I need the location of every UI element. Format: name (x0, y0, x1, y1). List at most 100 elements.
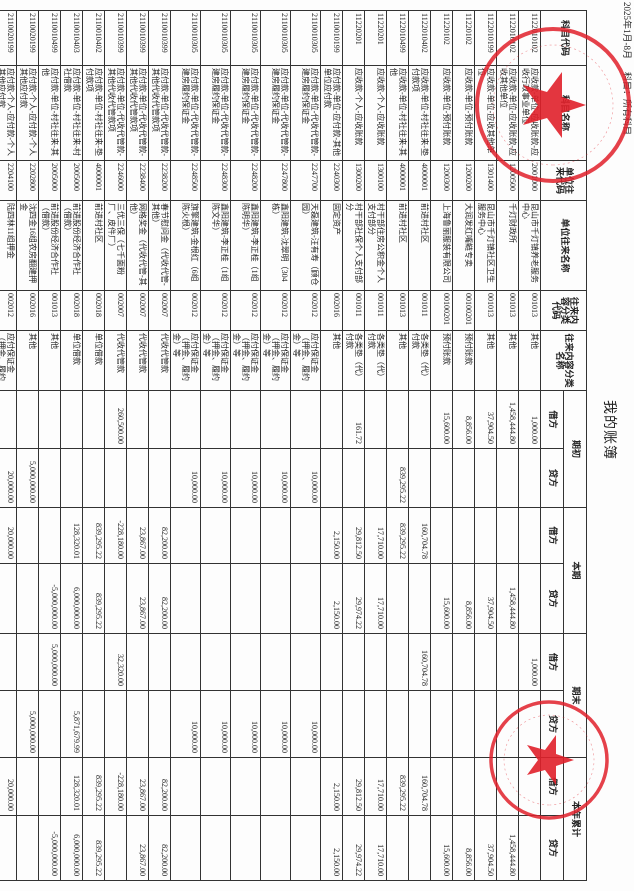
header-current-credit: 贷方 (540, 563, 564, 634)
cell-current-debit (474, 507, 497, 564)
cell-current-credit (170, 563, 201, 634)
cell-current-debit: 839,295.22 (386, 507, 409, 564)
cell-category-code: 001011 (408, 290, 431, 331)
cell-current-credit (260, 563, 291, 634)
cell-opening-debit: 161.72 (342, 390, 365, 449)
cell-closing-credit (342, 690, 365, 758)
cell-closing-debit (260, 633, 291, 691)
cell-category-code: 001013 (386, 290, 409, 331)
cell-category-name: 其他 (518, 330, 541, 391)
cell-category-name: 应付保证金（押金、履约金）等 (290, 330, 321, 391)
cell-ytd-credit (290, 815, 321, 881)
cell-current-credit (16, 563, 39, 634)
cell-current-credit: 23,867.00 (126, 563, 149, 634)
cell-opening-credit (430, 448, 453, 508)
cell-subject-name: 应付款-单位-代收代管款-建房履约保证金 (230, 65, 261, 161)
cell-subject-code: 2110010305 (230, 10, 261, 66)
cell-closing-credit (452, 690, 475, 758)
cell-category-name: 其他 (386, 330, 409, 391)
table-row: 2110010399 应付款-单位-代收代管款-其他代收代管款项 2238400 网格… (126, 10, 149, 881)
cell-subject-name: 应收款-个人-应收账款 (342, 65, 365, 161)
cell-ytd-credit (260, 815, 291, 881)
cell-subject-name: 应收款-单位-预付账款 (430, 65, 453, 161)
cell-category-code: 001013 (38, 290, 61, 331)
cell-current-debit: 17,710.00 (364, 507, 387, 564)
cell-ytd-credit (518, 815, 541, 881)
cell-unit-name: 千灯财政所 (496, 200, 519, 291)
cell-opening-credit (320, 448, 343, 508)
cell-current-debit (430, 507, 453, 564)
cell-unit-code: 1300100 (364, 160, 387, 201)
subject-filter-label: 科目：所有科目 (622, 72, 632, 136)
cell-current-debit (518, 507, 541, 564)
cell-unit-name: 天磊建筑-汪有寿（顾仓园） (290, 200, 321, 291)
cell-closing-debit: 160,704.78 (408, 633, 431, 691)
cell-category-name: 代收代管款 (126, 330, 149, 391)
cell-current-debit: 160,704.78 (408, 507, 431, 564)
cell-current-debit: -228,180.00 (104, 507, 127, 564)
cell-closing-debit (82, 633, 105, 691)
cell-subject-name: 应付款-单位-代收代管款-建房履约保证金 (290, 65, 321, 161)
cell-closing-credit: 10,000.00 (290, 690, 321, 758)
cell-unit-code: 2247800 (260, 160, 291, 201)
cell-ytd-debit: 2,150.00 (320, 757, 343, 816)
cell-subject-code: 2110010403 (60, 10, 83, 66)
cell-current-debit (496, 507, 519, 564)
cell-current-credit (104, 563, 127, 634)
cell-current-credit (230, 563, 261, 634)
cell-closing-credit: 10,000.00 (170, 690, 201, 758)
cell-category-code: 002012 (230, 290, 261, 331)
cell-unit-code: 1301400 (474, 160, 497, 201)
cell-unit-code: 4000001 (408, 160, 431, 201)
table-row: 2110020199 应付款-个人-应付款-个人其他应付款 2202800 沈四金16… (16, 10, 39, 881)
cell-unit-name: 鑫阳建筑-沈翠明（304栋） (260, 200, 291, 291)
cell-opening-debit (148, 390, 171, 449)
cell-current-debit (260, 507, 291, 564)
cell-ytd-credit (386, 815, 409, 881)
cell-current-credit: 37,904.50 (474, 563, 497, 634)
cell-closing-credit (320, 690, 343, 758)
cell-category-code: 002012 (0, 290, 17, 331)
header-category-code: 往来内容分类代码 (540, 290, 587, 331)
cell-subject-name: 应收款-单位-应收账款-应收其他单位 (496, 65, 519, 161)
cell-opening-credit (518, 448, 541, 508)
cell-category-name: 其他 (474, 330, 497, 391)
cell-unit-code: 4000001 (82, 160, 105, 201)
cell-category-name: 其他 (496, 330, 519, 391)
cell-closing-debit (320, 633, 343, 691)
cell-category-name: 预付账款 (452, 330, 475, 391)
cell-current-credit (518, 563, 541, 634)
cell-subject-name: 应付款-单位-代收代管款-其他代收代管款项 (126, 65, 149, 161)
cell-subject-name: 应付款-单位-代收代管款-建房履约保证金 (170, 65, 201, 161)
table-row: 2110020199 应付款-个人-应付款-个人其他应付款 2204100 陆四林11… (0, 10, 17, 881)
cell-unit-name: 前进村社区 (386, 200, 409, 291)
header-opening-debit: 借方 (540, 390, 564, 449)
table-row: 1122010199 应收款-单位-应收其他单位 1301400 昆山市千灯镇社区卫生… (474, 10, 497, 881)
table-row: 11220102 应收款-单位-预付账款 1200300 上海鲁丽服装有限公司 0010… (430, 10, 453, 881)
cell-opening-credit: 10,000.00 (170, 448, 201, 508)
cell-closing-credit: 5,000,000.00 (16, 690, 39, 758)
cell-ytd-debit: 128,320.01 (60, 757, 83, 816)
cell-unit-name: 上海鲁丽服装有限公司 (430, 200, 453, 291)
cell-unit-name: 昆山市千灯镇社区卫生服务中心 (474, 200, 497, 291)
cell-subject-name: 应付款-单位-村社往来-村社借款 (60, 65, 83, 161)
cell-closing-debit (60, 633, 83, 691)
cell-category-code: 002007 (104, 290, 127, 331)
table-row: 11220102 应收款-单位-预付账款 1200200 大润发红嘴鲢专卖 001002… (452, 10, 475, 881)
cell-opening-credit (452, 448, 475, 508)
cell-closing-credit (430, 690, 453, 758)
header-ytd-debit: 借方 (540, 757, 564, 816)
cell-ytd-debit (16, 757, 39, 816)
cell-ytd-credit (408, 815, 431, 881)
cell-closing-credit: 5,871,679.99 (60, 690, 83, 758)
cell-ytd-credit: 6,000,000.00 (60, 815, 83, 881)
cell-subject-code: 11220102 (430, 10, 453, 66)
cell-closing-debit (290, 633, 321, 691)
cell-opening-credit: 5,000,000.00 (16, 448, 39, 508)
cell-ytd-debit (200, 757, 231, 816)
cell-ytd-debit (496, 757, 519, 816)
cell-ytd-debit: 29,812.50 (342, 757, 365, 816)
cell-opening-debit (170, 390, 201, 449)
cell-opening-debit (408, 390, 431, 449)
cell-unit-name: 固定资产 (320, 200, 343, 291)
